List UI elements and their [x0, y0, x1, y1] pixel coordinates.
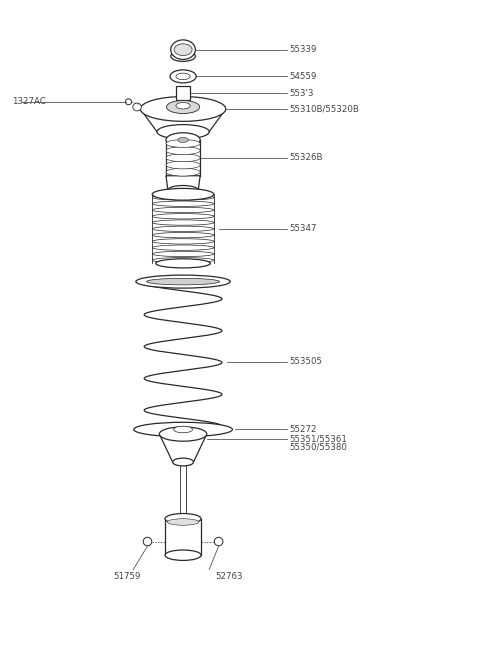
Ellipse shape: [166, 147, 200, 154]
Polygon shape: [166, 175, 200, 190]
Ellipse shape: [152, 214, 214, 219]
Ellipse shape: [152, 194, 214, 200]
Ellipse shape: [166, 154, 200, 162]
FancyBboxPatch shape: [180, 433, 186, 521]
Ellipse shape: [166, 133, 200, 147]
Ellipse shape: [140, 97, 226, 122]
Ellipse shape: [178, 137, 188, 143]
Text: 55339: 55339: [290, 45, 317, 54]
Text: 55272: 55272: [290, 425, 317, 434]
Ellipse shape: [152, 208, 214, 213]
Text: 55347: 55347: [290, 224, 317, 233]
Ellipse shape: [125, 99, 132, 104]
Ellipse shape: [134, 422, 232, 437]
Text: 1327AC: 1327AC: [12, 97, 46, 106]
FancyBboxPatch shape: [177, 86, 190, 101]
Ellipse shape: [136, 275, 230, 288]
Ellipse shape: [176, 102, 190, 109]
Text: 55310B/55320B: 55310B/55320B: [290, 104, 360, 114]
Text: 553'3: 553'3: [290, 89, 314, 98]
Ellipse shape: [165, 550, 201, 560]
Ellipse shape: [215, 537, 223, 546]
Text: 55326B: 55326B: [290, 153, 324, 162]
Ellipse shape: [170, 70, 196, 83]
Text: 51759: 51759: [113, 572, 141, 581]
Ellipse shape: [152, 258, 214, 263]
Ellipse shape: [168, 519, 199, 525]
Ellipse shape: [133, 103, 141, 111]
Ellipse shape: [152, 233, 214, 238]
Ellipse shape: [152, 245, 214, 250]
Ellipse shape: [152, 189, 214, 200]
Ellipse shape: [143, 537, 152, 546]
Ellipse shape: [152, 201, 214, 206]
Text: 52763: 52763: [216, 572, 243, 581]
Ellipse shape: [152, 220, 214, 225]
Ellipse shape: [156, 259, 210, 268]
Ellipse shape: [165, 514, 201, 524]
Ellipse shape: [168, 185, 198, 194]
Ellipse shape: [171, 40, 195, 59]
Ellipse shape: [173, 458, 193, 466]
Ellipse shape: [146, 279, 219, 285]
Text: 55351/55361: 55351/55361: [290, 435, 348, 443]
Ellipse shape: [166, 168, 200, 176]
Ellipse shape: [176, 73, 190, 79]
Ellipse shape: [152, 251, 214, 257]
Text: 54559: 54559: [290, 72, 317, 81]
Ellipse shape: [174, 426, 192, 433]
Ellipse shape: [152, 226, 214, 231]
Polygon shape: [159, 434, 207, 462]
Ellipse shape: [166, 161, 200, 169]
Text: 55350/55380: 55350/55380: [290, 443, 348, 451]
Ellipse shape: [171, 51, 195, 61]
Ellipse shape: [157, 125, 209, 139]
Ellipse shape: [152, 238, 214, 244]
Polygon shape: [140, 109, 226, 132]
Ellipse shape: [174, 44, 192, 56]
Ellipse shape: [159, 427, 207, 442]
Ellipse shape: [166, 139, 200, 147]
Ellipse shape: [167, 101, 200, 114]
FancyBboxPatch shape: [180, 426, 186, 433]
Text: 553505: 553505: [290, 357, 323, 366]
